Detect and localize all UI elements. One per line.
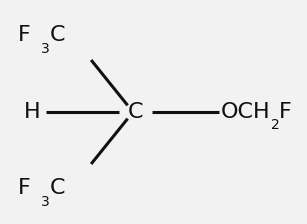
Text: H: H — [24, 102, 40, 122]
Text: C: C — [50, 178, 66, 198]
Text: 2: 2 — [271, 118, 279, 132]
Text: 3: 3 — [41, 195, 50, 209]
Text: F: F — [279, 102, 292, 122]
Text: F: F — [18, 178, 31, 198]
Text: C: C — [127, 102, 143, 122]
Text: C: C — [50, 25, 66, 45]
Text: 3: 3 — [41, 42, 50, 56]
Text: OCH: OCH — [220, 102, 270, 122]
Text: F: F — [18, 25, 31, 45]
